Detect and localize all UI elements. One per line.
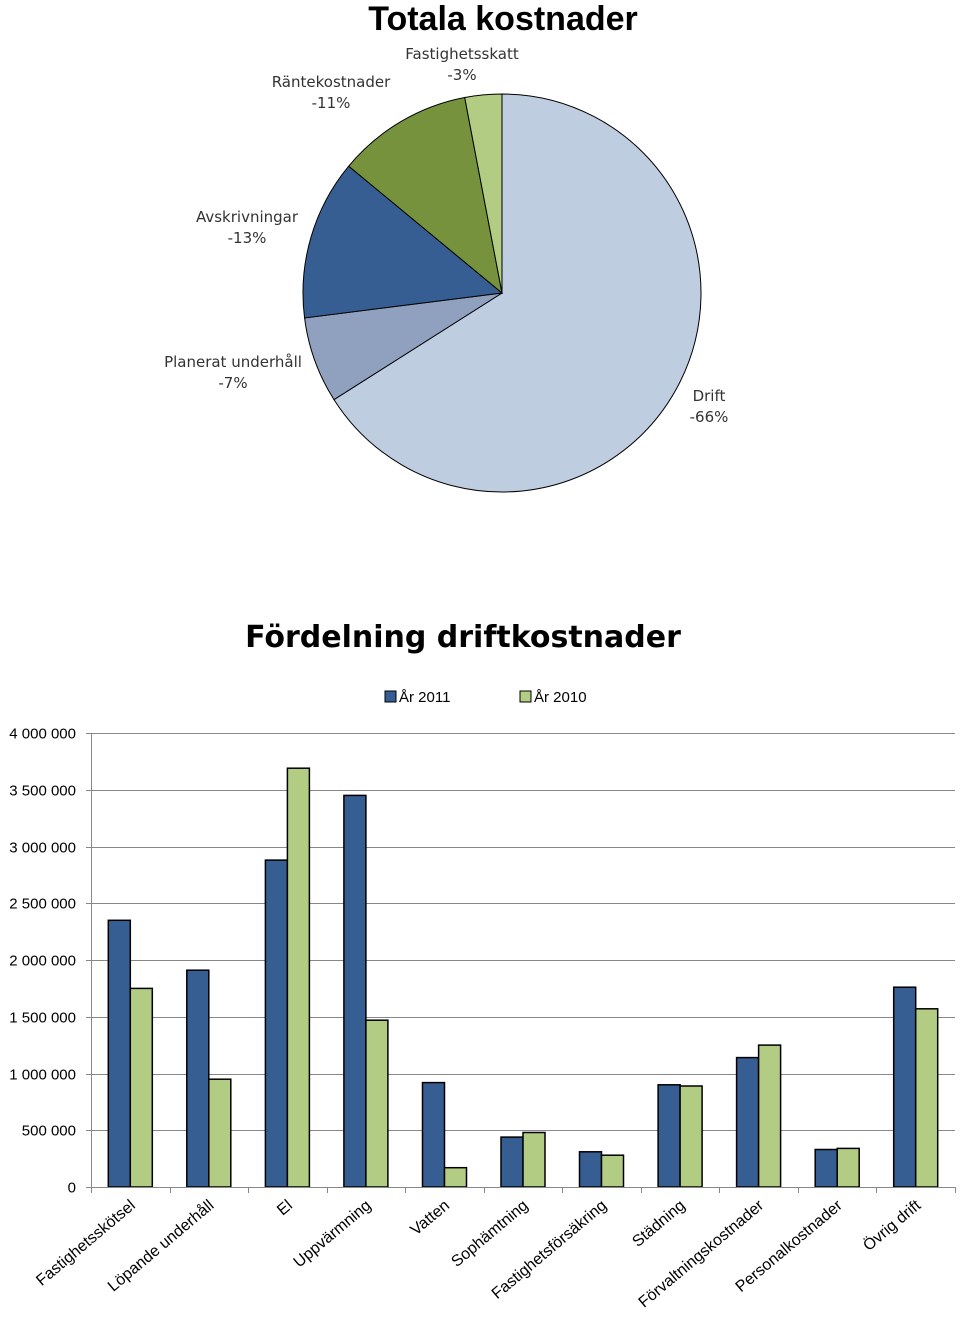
pie-label-rantekostnader: Räntekostnader [272,73,391,91]
bar-ar-2011-uppvarmning [343,794,367,1188]
bar-ar-2011-personalkostnader [814,1148,838,1188]
bar-ar-2011-sophamtning [500,1136,524,1188]
bar-ar-2011-forvaltningskostnader [735,1056,760,1188]
bar-ar-2011-vatten [421,1081,446,1188]
pie-percent-planerat-underhall: -7% [218,374,247,392]
bar-ar-2011-lopande-underhall [186,969,210,1188]
y-tick-label: 1 000 000 [9,1067,76,1084]
x-category-label-ovrig-drift: Övrig drift [860,1196,925,1255]
pie-label-avskrivningar: Avskrivningar [196,208,299,226]
bar-chart-legend: År 2011 År 2010 [384,689,587,706]
bar-ar-2010-uppvarmning [365,1019,389,1188]
y-tick-label: 4 000 000 [9,726,76,743]
bar-chart-y-axis: 0 500 000 1 000 000 1 500 000 2 000 000 2 500… [9,726,92,1197]
pie-label-fastighetsskatt: Fastighetsskatt [405,45,519,63]
y-tick-label: 2 000 000 [9,953,76,970]
bar-ar-2010-stadning [679,1085,703,1188]
y-tick-label: 3 000 000 [9,840,76,857]
x-category-label-forvaltningskostnader: Förvaltningskostnader [636,1197,768,1312]
bar-chart-x-axis [91,1187,956,1193]
x-category-label-el: El [274,1197,296,1219]
pie-percent-rantekostnader: -11% [312,94,351,112]
bar-ar-2010-vatten [443,1166,468,1188]
pie-label-drift: Drift [693,387,726,405]
bar-ar-2010-fastighetsskotsel [129,987,154,1188]
bar-chart-gridlines [91,733,955,1131]
y-tick-label: 0 [68,1180,76,1197]
pie-percent-avskrivningar: -13% [228,229,267,247]
pie-slice-rantekostnader [347,96,503,295]
y-tick-label: 2 500 000 [9,896,76,913]
legend-label-ar-2010: År 2010 [534,689,587,706]
bar-ar-2011-ovrig-drift [892,986,917,1188]
pie-label-planerat-underhall: Planerat underhåll [164,353,302,371]
y-tick-label: 500 000 [22,1123,76,1140]
y-tick-label: 1 500 000 [9,1010,76,1027]
x-category-label-sophamtning: Sophämtning [448,1197,531,1271]
x-category-label-stadning: Städning [629,1197,688,1251]
pie-percent-drift: -66% [690,408,729,426]
pie-slice-avskrivningar [302,165,504,319]
bar-ar-2010-fastighetsforsakring [600,1154,625,1188]
legend-swatch-ar-2011 [384,690,397,703]
legend-swatch-ar-2010 [519,690,532,703]
bar-chart-title: Fördelning driftkostnader [245,620,681,655]
x-category-label-uppvarmning: Uppvärmning [291,1197,375,1271]
pie-slice-drift [333,93,702,493]
bar-ar-2011-el [264,859,289,1188]
bar-ar-2011-fastighetsskotsel [107,919,132,1188]
x-category-label-vatten: Vatten [408,1197,453,1239]
pie-slices [302,93,702,493]
bar-ar-2010-lopande-underhall [208,1078,232,1188]
bar-ar-2011-stadning [657,1084,681,1188]
pie-labels: Drift -66% Planerat underhåll -7% Avskrivnin… [164,45,728,426]
bar-ar-2010-forvaltningskostnader [757,1044,782,1188]
bar-ar-2010-sophamtning [522,1131,546,1188]
y-tick-label: 3 500 000 [9,783,76,800]
pie-chart-title: Totala kostnader [368,0,638,38]
legend-label-ar-2011: År 2011 [399,689,450,706]
bar-ar-2011-fastighetsforsakring [578,1151,603,1188]
pie-slice-fastighetsskatt [464,93,503,294]
bar-chart: Fördelning driftkostnader År 2011 År 2010… [9,620,956,1311]
pie-chart: Totala kostnader Drift -66% Planerat under… [164,0,728,493]
bar-ar-2010-personalkostnader [836,1147,860,1188]
pie-percent-fastighetsskatt: -3% [447,66,476,84]
bar-ar-2010-el [286,767,311,1188]
bar-chart-bars [107,767,939,1188]
bar-ar-2010-ovrig-drift [914,1008,939,1188]
